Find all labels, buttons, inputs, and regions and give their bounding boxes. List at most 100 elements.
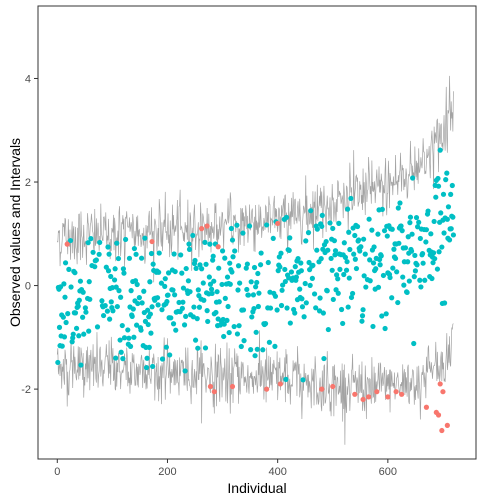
data-point-inside <box>436 249 442 255</box>
data-point-inside <box>204 308 210 314</box>
data-point-inside <box>417 235 423 242</box>
data-point-inside <box>409 231 415 237</box>
data-point-inside <box>142 235 148 241</box>
data-point-inside <box>244 261 250 267</box>
y-axis: -2 0 2 4 <box>21 73 38 396</box>
data-point-inside <box>234 222 240 228</box>
data-point-inside <box>221 321 227 327</box>
data-point-inside <box>449 182 455 189</box>
data-point-inside <box>66 266 72 272</box>
data-point-inside <box>311 291 318 297</box>
lower-interval-line <box>56 323 454 445</box>
data-point-inside <box>440 191 447 197</box>
data-point-inside <box>251 264 258 271</box>
data-point-inside <box>380 272 387 279</box>
data-point-inside <box>162 276 168 282</box>
data-point-inside <box>435 183 442 189</box>
data-point-inside <box>301 314 307 320</box>
data-point-inside <box>356 237 362 243</box>
data-point-inside <box>201 297 207 303</box>
data-point-inside <box>430 250 437 256</box>
data-point-inside <box>406 278 412 284</box>
data-point-inside <box>192 257 198 264</box>
data-point-outside <box>439 427 445 434</box>
data-point-inside <box>274 307 280 313</box>
data-point-inside <box>282 266 288 273</box>
data-point-inside <box>131 245 138 252</box>
data-point-inside <box>375 284 382 290</box>
data-point-inside <box>448 226 454 232</box>
data-point-inside <box>97 239 103 246</box>
data-point-inside <box>100 312 107 319</box>
data-point-inside <box>324 288 330 294</box>
data-point-inside <box>283 376 289 382</box>
data-point-inside <box>87 296 93 302</box>
data-point-inside <box>80 289 86 295</box>
data-point-inside <box>270 235 276 242</box>
data-point-inside <box>180 285 187 291</box>
plot-panel <box>55 75 457 445</box>
data-point-inside <box>340 320 346 327</box>
data-point-inside <box>369 227 375 233</box>
data-point-inside <box>428 231 434 237</box>
data-point-outside <box>393 389 399 395</box>
data-point-inside <box>286 247 292 253</box>
data-point-inside <box>343 267 350 273</box>
data-point-inside <box>83 309 89 315</box>
data-point-inside <box>429 275 435 282</box>
data-point-inside <box>321 355 327 362</box>
data-point-inside <box>392 255 399 262</box>
data-point-inside <box>314 226 320 232</box>
data-point-inside <box>141 288 147 294</box>
data-point-inside <box>164 298 170 305</box>
data-point-inside <box>219 281 225 288</box>
data-point-inside <box>337 266 343 272</box>
data-point-inside <box>159 307 165 313</box>
data-point-inside <box>313 305 319 311</box>
data-point-inside <box>210 257 216 263</box>
data-point-inside <box>362 251 368 257</box>
data-point-inside <box>156 269 162 275</box>
data-point-inside <box>123 236 129 243</box>
data-point-inside <box>381 228 388 234</box>
data-point-inside <box>179 305 185 311</box>
data-point-outside <box>365 394 372 400</box>
data-point-inside <box>307 282 313 288</box>
data-point-inside <box>207 241 213 247</box>
data-point-inside <box>341 240 347 246</box>
data-point-inside <box>203 261 209 267</box>
data-point-inside <box>88 236 94 242</box>
y-tick-label: -2 <box>21 384 31 396</box>
data-point-inside <box>130 306 136 312</box>
data-point-inside <box>419 251 426 257</box>
data-point-inside <box>131 334 137 340</box>
data-point-inside <box>77 278 84 284</box>
data-point-inside <box>303 300 309 306</box>
data-point-inside <box>119 322 125 329</box>
data-point-inside <box>117 337 123 343</box>
x-tick-label: 200 <box>158 466 176 478</box>
data-point-inside <box>412 268 418 274</box>
data-point-inside <box>300 377 306 383</box>
data-point-inside <box>319 212 325 218</box>
data-point-inside <box>191 304 197 310</box>
data-point-inside <box>280 282 286 288</box>
data-point-inside <box>396 240 402 246</box>
data-point-inside <box>342 254 349 260</box>
data-point-inside <box>319 223 325 229</box>
data-point-inside <box>254 279 260 286</box>
data-point-inside <box>379 313 385 319</box>
data-point-inside <box>283 214 290 220</box>
data-point-inside <box>115 255 122 262</box>
data-point-outside <box>275 220 281 227</box>
data-point-inside <box>208 286 215 292</box>
data-point-inside <box>361 236 367 242</box>
data-point-inside <box>287 320 293 326</box>
data-point-inside <box>272 293 279 299</box>
data-point-inside <box>401 282 407 288</box>
data-point-inside <box>413 214 420 221</box>
data-point-inside <box>331 238 338 244</box>
data-point-inside <box>143 364 150 371</box>
data-point-inside <box>335 276 341 282</box>
